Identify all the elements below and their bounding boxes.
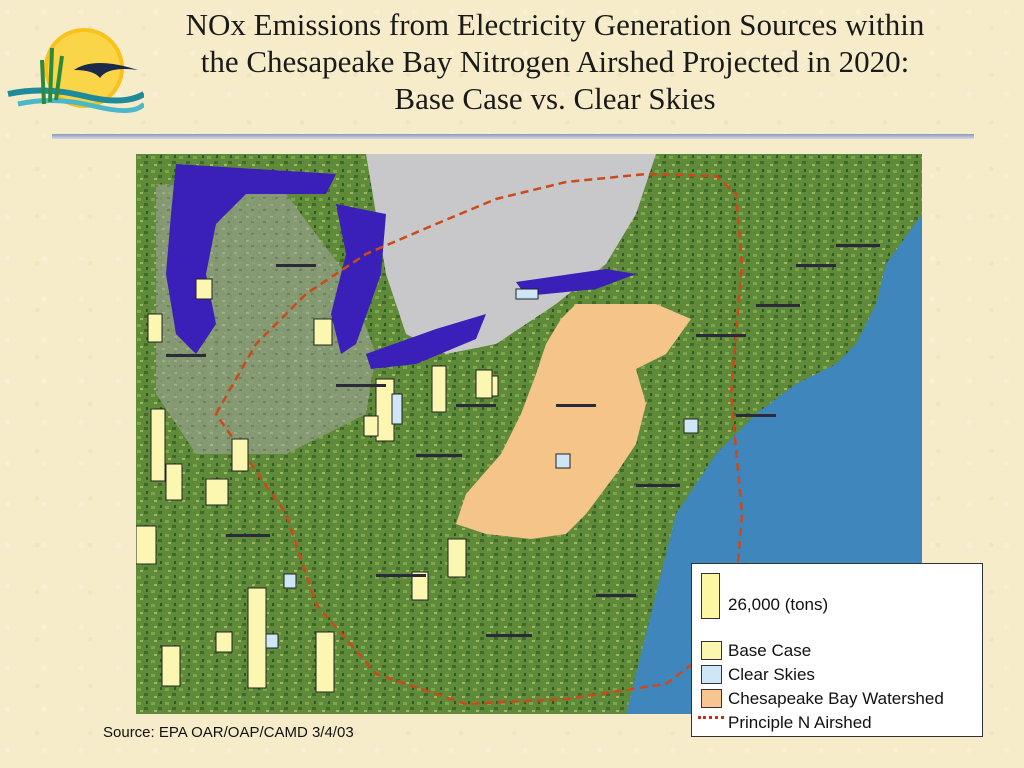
base-case-bar (375, 378, 395, 442)
title-line-1: NOx Emissions from Electricity Generatio… (185, 7, 925, 42)
clear-skies-bar (391, 393, 403, 425)
emission-bars (136, 278, 699, 693)
legend-swatch-watershed (701, 689, 722, 708)
scale-bar (701, 573, 720, 619)
base-case-bar (195, 278, 213, 300)
clear-skies-bar (683, 418, 699, 434)
legend-label-base-case: Base Case (728, 641, 812, 660)
clear-skies-bar (515, 288, 539, 300)
clear-skies-bar (555, 453, 571, 469)
chesapeake-logo (7, 28, 144, 113)
base-case-bar (161, 645, 181, 687)
legend-swatch-clear-skies (701, 665, 722, 684)
base-case-bar (205, 478, 229, 506)
base-case-bar (411, 571, 429, 601)
legend-swatch-airshed (698, 716, 724, 719)
great-lake-huron (331, 204, 386, 354)
airshed-boundary (214, 172, 744, 706)
base-case-bar (363, 415, 379, 437)
base-case-bar (136, 525, 157, 565)
page-title: NOx Emissions from Electricity Generatio… (130, 6, 980, 117)
chesapeake-watershed (456, 304, 691, 539)
map-legend: 26,000 (tons) Base Case Clear Skies Ches… (691, 563, 983, 737)
base-case-bar (215, 631, 233, 653)
base-case-bar (431, 365, 447, 413)
title-line-2: the Chesapeake Bay Nitrogen Airshed Proj… (200, 44, 910, 79)
base-case-bar (315, 631, 335, 693)
interior-lowlands (156, 184, 376, 454)
base-case-bar (231, 438, 249, 472)
base-case-bar (475, 369, 493, 399)
scale-label: 26,000 (tons) (728, 595, 829, 614)
base-case-bar (247, 587, 267, 689)
clear-skies-bar (265, 633, 279, 649)
legend-swatch-base-case (701, 641, 722, 660)
base-case-bar (150, 408, 166, 482)
source-note: Source: EPA OAR/OAP/CAMD 3/4/03 (103, 724, 354, 741)
great-lake-ontario (516, 269, 636, 296)
legend-label-clear-skies: Clear Skies (728, 665, 815, 684)
title-line-3: Base Case vs. Clear Skies (394, 81, 716, 116)
base-case-bar (147, 313, 163, 343)
plant-markers (166, 244, 880, 637)
base-case-bar (447, 538, 467, 578)
legend-label-watershed: Chesapeake Bay Watershed (728, 689, 944, 708)
base-case-bar (165, 463, 183, 501)
great-lake-erie (366, 314, 486, 369)
canada-region (366, 154, 656, 354)
legend-label-airshed: Principle N Airshed (728, 713, 872, 732)
great-lake-michigan (166, 164, 336, 354)
base-case-bar (313, 318, 333, 346)
title-divider (52, 134, 974, 139)
clear-skies-bar (283, 573, 297, 589)
